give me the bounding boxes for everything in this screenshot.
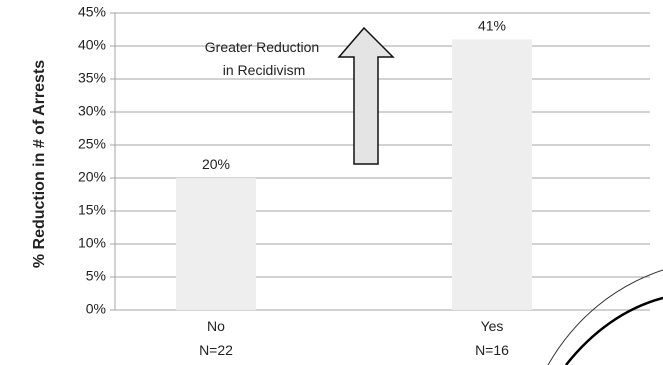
y-tick-label: 25%: [78, 136, 106, 152]
y-tick-label: 40%: [78, 37, 106, 53]
data-labels: 20% 41%: [202, 17, 506, 172]
category-n-label: N=22: [199, 342, 233, 358]
arrow-annotation: Greater Reduction in Recidivism: [205, 26, 395, 165]
data-label: 20%: [202, 156, 230, 172]
category-label: Yes: [481, 318, 504, 334]
y-tick-label: 15%: [78, 202, 106, 218]
y-tick-label: 5%: [86, 268, 106, 284]
y-tick-labels: 0% 5% 10% 15% 20% 25% 30% 35% 40% 45%: [78, 4, 106, 317]
bars: [176, 39, 532, 311]
y-tick-label: 35%: [78, 70, 106, 86]
bar: [176, 178, 256, 310]
category-labels: No N=22 Yes N=16: [199, 318, 509, 358]
y-tick-label: 10%: [78, 235, 106, 251]
y-tick-label: 30%: [78, 103, 106, 119]
annotation-line-1: Greater Reduction: [205, 39, 319, 55]
y-tick-label: 45%: [78, 4, 106, 20]
data-label: 41%: [478, 17, 506, 33]
category-n-label: N=16: [475, 342, 509, 358]
y-axis-label: % Reduction in # of Arrests: [31, 60, 48, 268]
y-tick-label: 20%: [78, 169, 106, 185]
annotation-line-2: in Recidivism: [223, 62, 305, 78]
up-arrow-icon: [337, 26, 395, 165]
corner-decoration: [547, 269, 663, 365]
bar: [452, 39, 532, 311]
y-tick-label: 0%: [86, 301, 106, 317]
category-label: No: [207, 318, 225, 334]
